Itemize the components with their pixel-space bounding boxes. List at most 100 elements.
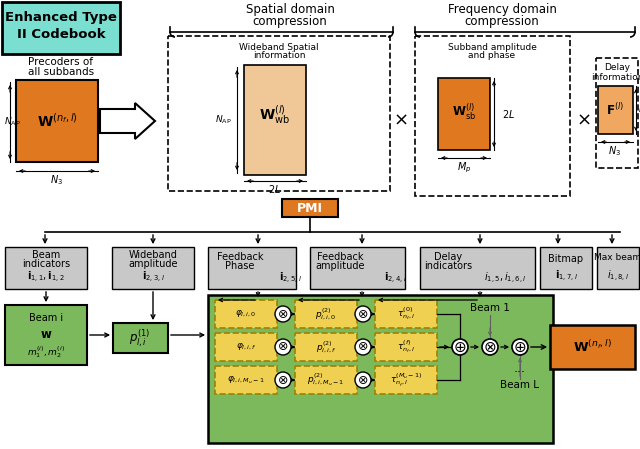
Text: $\otimes$: $\otimes$ xyxy=(277,308,289,321)
Circle shape xyxy=(275,372,291,388)
Bar xyxy=(113,323,168,353)
Circle shape xyxy=(482,339,498,355)
Bar xyxy=(375,366,437,394)
Circle shape xyxy=(355,339,371,355)
Bar xyxy=(438,78,490,150)
Text: $\oplus$: $\oplus$ xyxy=(513,339,527,355)
Bar xyxy=(540,247,592,289)
Circle shape xyxy=(512,339,528,355)
Text: all subbands: all subbands xyxy=(28,67,94,77)
Text: $N_3$: $N_3$ xyxy=(51,173,63,187)
Text: amplitude: amplitude xyxy=(128,259,178,269)
Text: $\mathbf{i}_{1,7,l}$: $\mathbf{i}_{1,7,l}$ xyxy=(554,269,577,284)
Text: compression: compression xyxy=(465,14,540,27)
Text: $N_{\rm AP}$: $N_{\rm AP}$ xyxy=(4,116,20,128)
Text: Delay: Delay xyxy=(604,63,630,72)
Text: $\otimes$: $\otimes$ xyxy=(357,340,369,353)
Text: $\tau^{(M_u-1)}_{n_f,l}$: $\tau^{(M_u-1)}_{n_f,l}$ xyxy=(390,371,422,388)
Text: $N_{\rm AP}$: $N_{\rm AP}$ xyxy=(215,114,232,126)
Text: ...: ... xyxy=(514,362,526,375)
Bar xyxy=(415,36,570,196)
Text: $\otimes$: $\otimes$ xyxy=(277,340,289,353)
Text: Max beam: Max beam xyxy=(595,252,640,261)
Text: $\varphi_{l,i,M_u-1}$: $\varphi_{l,i,M_u-1}$ xyxy=(227,374,265,386)
Bar xyxy=(310,247,405,289)
Text: $\mathbf{i}_{2,3,l}$: $\mathbf{i}_{2,3,l}$ xyxy=(141,269,164,285)
Bar xyxy=(2,2,120,54)
Polygon shape xyxy=(100,103,155,139)
Bar xyxy=(282,199,338,217)
Text: $\mathbf{W}^{(n_f,l)}$: $\mathbf{W}^{(n_f,l)}$ xyxy=(573,339,611,355)
Text: $\otimes$: $\otimes$ xyxy=(483,339,497,355)
Text: II Codebook: II Codebook xyxy=(17,27,106,40)
Text: information: information xyxy=(591,72,640,82)
Text: Beam L: Beam L xyxy=(500,380,540,390)
Text: Beam i: Beam i xyxy=(29,313,63,323)
Text: Delay: Delay xyxy=(434,252,462,262)
Text: $\varphi_{l,i,f}$: $\varphi_{l,i,f}$ xyxy=(236,342,257,352)
Text: $i_{1,8,l}$: $i_{1,8,l}$ xyxy=(607,269,629,284)
Circle shape xyxy=(355,306,371,322)
Bar xyxy=(208,295,553,443)
Bar xyxy=(112,247,194,289)
Bar xyxy=(5,247,87,289)
Text: Phase: Phase xyxy=(225,261,255,271)
Text: $\oplus$: $\oplus$ xyxy=(453,339,467,355)
Text: Enhanced Type: Enhanced Type xyxy=(5,12,117,25)
Text: amplitude: amplitude xyxy=(316,261,365,271)
Text: $\tau^{(0)}_{n_f,l}$: $\tau^{(0)}_{n_f,l}$ xyxy=(397,306,415,322)
Text: Frequency domain: Frequency domain xyxy=(447,4,556,17)
Text: $p^{(1)}_{l,i}$: $p^{(1)}_{l,i}$ xyxy=(129,327,150,349)
Text: PMI: PMI xyxy=(297,202,323,215)
Text: $\tau^{(f)}_{n_f,l}$: $\tau^{(f)}_{n_f,l}$ xyxy=(397,339,415,355)
Text: $p^{(2)}_{l,i,M_u-1}$: $p^{(2)}_{l,i,M_u-1}$ xyxy=(307,372,345,388)
Text: indicators: indicators xyxy=(22,259,70,269)
Text: $m_1^{(i)},m_2^{(i)}$: $m_1^{(i)},m_2^{(i)}$ xyxy=(27,344,65,360)
Text: $2L$: $2L$ xyxy=(502,108,515,120)
Bar xyxy=(215,300,277,328)
Bar xyxy=(375,333,437,361)
Text: $\times$: $\times$ xyxy=(393,111,407,129)
Text: Feedback: Feedback xyxy=(217,252,263,262)
Bar xyxy=(215,366,277,394)
Bar xyxy=(375,300,437,328)
Text: $N_3$: $N_3$ xyxy=(609,144,621,158)
Text: Subband amplitude: Subband amplitude xyxy=(447,43,536,52)
Bar xyxy=(597,247,639,289)
Text: compression: compression xyxy=(253,14,328,27)
Text: $p^{(2)}_{l,i,0}$: $p^{(2)}_{l,i,0}$ xyxy=(316,306,337,321)
Text: Beam: Beam xyxy=(32,250,60,260)
Bar xyxy=(598,86,633,134)
Text: $\mathbf{W}_{\rm wb}^{(l)}$: $\mathbf{W}_{\rm wb}^{(l)}$ xyxy=(259,103,291,127)
Bar xyxy=(208,247,296,289)
Bar xyxy=(295,366,357,394)
Bar xyxy=(215,333,277,361)
Text: $\times$: $\times$ xyxy=(576,111,590,129)
Text: Feedback: Feedback xyxy=(317,252,364,262)
Bar xyxy=(550,325,635,369)
Text: $\mathbf{W}_{\rm sb}^{(l)}$: $\mathbf{W}_{\rm sb}^{(l)}$ xyxy=(452,102,476,122)
Text: $\mathbf{W}^{(n_f,l)}$: $\mathbf{W}^{(n_f,l)}$ xyxy=(36,112,77,130)
Bar xyxy=(5,305,87,365)
Text: and phase: and phase xyxy=(468,52,516,61)
Text: $\varphi_{l,i,0}$: $\varphi_{l,i,0}$ xyxy=(236,308,257,319)
Text: $\otimes$: $\otimes$ xyxy=(277,374,289,387)
Text: $M_v$: $M_v$ xyxy=(638,104,640,116)
Text: Beam 1: Beam 1 xyxy=(470,303,510,313)
Bar xyxy=(244,65,306,175)
Circle shape xyxy=(275,306,291,322)
Text: $\otimes$: $\otimes$ xyxy=(357,374,369,387)
Text: $\mathbf{i}_{2,4,l}$: $\mathbf{i}_{2,4,l}$ xyxy=(383,270,406,286)
Bar xyxy=(295,333,357,361)
Text: Precoders of: Precoders of xyxy=(29,57,93,67)
Bar xyxy=(295,300,357,328)
Bar xyxy=(596,58,638,168)
Text: indicators: indicators xyxy=(424,261,472,271)
Text: Wideband Spatial: Wideband Spatial xyxy=(239,43,319,52)
Circle shape xyxy=(275,339,291,355)
Text: $i_{1,5}, i_{1,6,l}$: $i_{1,5}, i_{1,6,l}$ xyxy=(484,270,526,286)
Text: Bitmap: Bitmap xyxy=(548,254,584,264)
Text: $\otimes$: $\otimes$ xyxy=(357,308,369,321)
Bar xyxy=(16,80,98,162)
Text: Wideband: Wideband xyxy=(129,250,177,260)
